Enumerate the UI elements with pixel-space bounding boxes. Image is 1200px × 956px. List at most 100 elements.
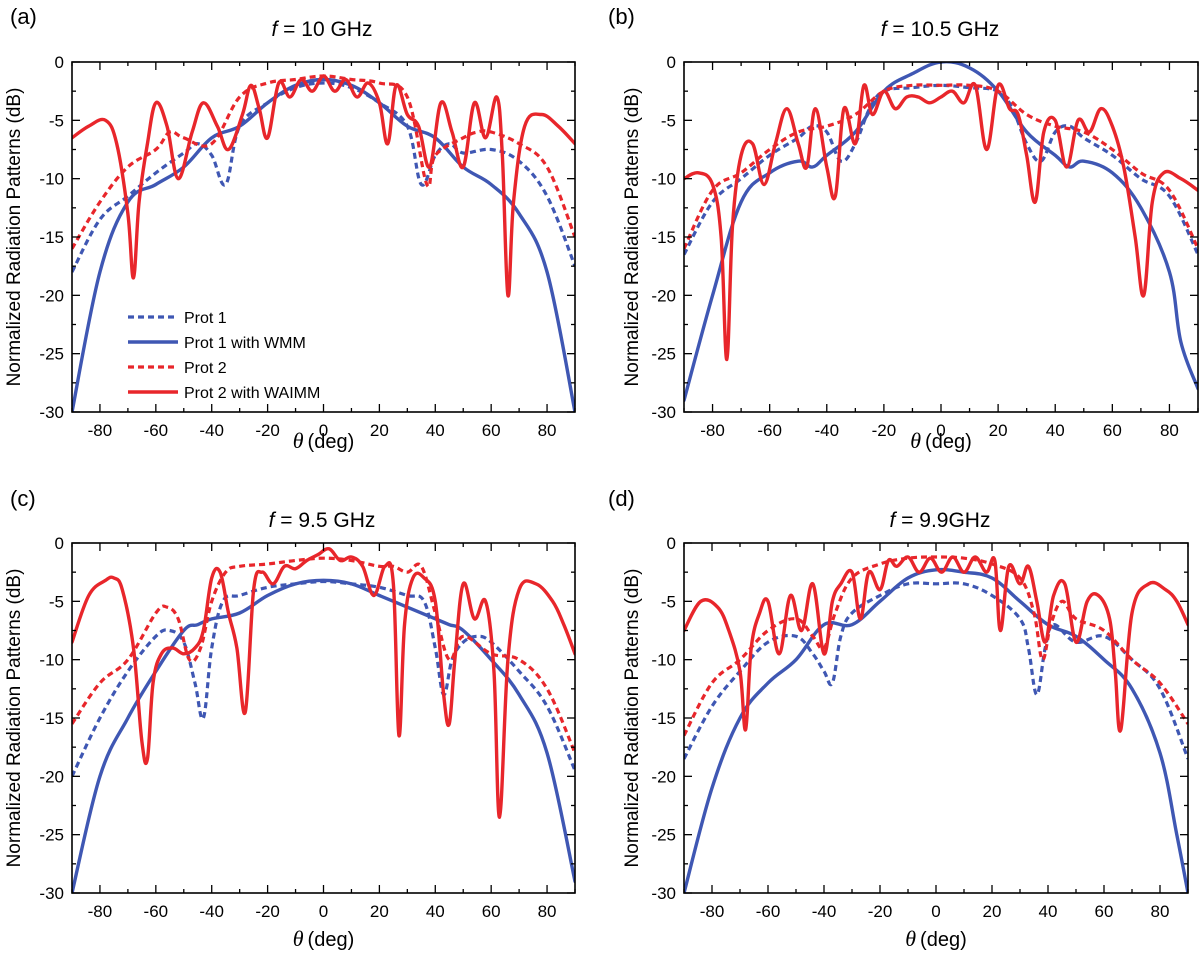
- x-tick-label: -80: [700, 902, 725, 921]
- y-axis-label: Normalized Radiation Patterns (dB): [622, 88, 643, 387]
- chart-title: f = 10.5 GHz: [881, 18, 999, 41]
- x-axis-label: θ (deg): [293, 428, 355, 453]
- x-tick-label: -40: [199, 902, 224, 921]
- y-tick-label: -25: [651, 826, 676, 845]
- y-tick-label: -5: [661, 111, 676, 130]
- series-line-prot-1: [684, 83, 1198, 256]
- chart-title: f = 9.9GHz: [890, 509, 991, 532]
- chart-title: f = 10 GHz: [272, 18, 373, 41]
- legend: Prot 1 Prot 1 with WMM Prot 2 Prot 2 with W…: [128, 310, 320, 402]
- y-axis-label: Normalized Radiation Patterns (dB): [622, 569, 643, 868]
- x-tick-label: -20: [255, 902, 280, 921]
- x-tick-label: 80: [1151, 902, 1170, 921]
- y-tick-label: 0: [667, 534, 676, 553]
- y-tick-label: -15: [651, 228, 676, 247]
- x-tick-label: 60: [1103, 421, 1122, 440]
- y-tick-label: -30: [39, 884, 64, 903]
- y-tick-label: -15: [39, 709, 64, 728]
- series-line-prot-2-with-waimm: [684, 555, 1188, 733]
- x-tick-label: -80: [88, 421, 113, 440]
- x-tick-label: 0: [936, 421, 945, 440]
- axes-frame: [71, 542, 576, 894]
- series-line-prot-2: [684, 83, 1198, 250]
- y-tick-label: 0: [667, 53, 676, 72]
- plot-area: [684, 62, 1198, 403]
- legend-entry: Prot 2: [184, 360, 227, 377]
- y-tick-label: -5: [49, 592, 64, 611]
- x-tick-label: -60: [144, 902, 169, 921]
- y-tick-label: -15: [39, 228, 64, 247]
- plot-area: [684, 555, 1188, 893]
- series-line-prot-1-with-wmm: [72, 77, 575, 412]
- x-tick-label: 20: [983, 902, 1002, 921]
- x-axis-label: θ (deg): [910, 428, 972, 453]
- y-axis-label: Normalized Radiation Patterns (dB): [4, 569, 25, 868]
- x-axis-label: θ (deg): [905, 926, 967, 951]
- x-tick-label: -80: [88, 902, 113, 921]
- y-tick-label: -10: [651, 651, 676, 670]
- x-tick-label: -20: [872, 421, 897, 440]
- series-line-prot-1-with-wmm: [684, 62, 1198, 403]
- x-tick-label: -60: [756, 902, 781, 921]
- panel-label: (b): [608, 4, 635, 29]
- legend-entry: Prot 1 with WMM: [184, 335, 306, 352]
- series-line-prot-2-with-waimm: [72, 74, 575, 298]
- x-tick-label: -20: [868, 902, 893, 921]
- y-tick-label: -10: [39, 170, 64, 189]
- y-tick-label: -20: [651, 286, 676, 305]
- panel-label: (d): [608, 486, 635, 511]
- y-tick-label: -10: [651, 170, 676, 189]
- y-tick-label: -20: [651, 767, 676, 786]
- x-tick-label: -60: [144, 421, 169, 440]
- y-tick-label: -15: [651, 709, 676, 728]
- series-line-prot-1: [72, 81, 575, 273]
- legend-entry: Prot 1: [184, 310, 227, 327]
- axes-frame: [683, 542, 1189, 894]
- plot-area: [72, 74, 575, 412]
- chart-panel-d: -80 -60 -40 -20 0 20 40 60 80 0 -5 -10 -15 -20 -25 -30 N…: [608, 486, 1189, 951]
- series-line-prot-1: [684, 581, 1188, 760]
- x-tick-label: 80: [538, 902, 557, 921]
- y-tick-label: -30: [39, 403, 64, 422]
- x-tick-label: 80: [538, 421, 557, 440]
- x-tick-label: 80: [1160, 421, 1179, 440]
- chart-panel-c: -80 -60 -40 -20 0 20 40 60 80 0 -5 -10 -15 -20 -25 -30 N…: [4, 486, 576, 951]
- x-tick-label: 60: [482, 902, 501, 921]
- y-tick-label: -25: [651, 345, 676, 364]
- series-line-prot-2-with-waimm: [72, 547, 575, 819]
- panel-label: (a): [10, 4, 37, 29]
- x-tick-label: 0: [319, 902, 328, 921]
- y-tick-label: -5: [661, 592, 676, 611]
- chart-panel-b: -80 -60 -40 -20 0 20 40 60 80 0 -5 -10 -15 -20 -25 -30 N…: [608, 4, 1199, 453]
- legend-entry: Prot 2 with WAIMM: [184, 385, 320, 402]
- x-tick-label: -40: [812, 902, 837, 921]
- y-tick-label: -25: [39, 826, 64, 845]
- y-tick-label: -20: [39, 767, 64, 786]
- x-tick-label: -40: [199, 421, 224, 440]
- series-line-prot-1-with-wmm: [684, 567, 1188, 893]
- y-tick-label: -30: [651, 884, 676, 903]
- chart-panel-a: -80 -60 -40 -20 0 20 40 60 80 0 -5 -10 -15 -20 -25 -30 N…: [4, 4, 576, 453]
- x-tick-label: 20: [370, 421, 389, 440]
- y-axis-label: Normalized Radiation Patterns (dB): [4, 88, 25, 387]
- x-tick-label: -80: [700, 421, 725, 440]
- x-tick-label: 40: [426, 421, 445, 440]
- y-tick-label: -30: [651, 403, 676, 422]
- x-tick-label: 60: [1095, 902, 1114, 921]
- y-tick-label: -5: [49, 111, 64, 130]
- plot-area: [72, 547, 575, 893]
- x-tick-label: -40: [814, 421, 839, 440]
- x-tick-label: -20: [255, 421, 280, 440]
- x-tick-label: 0: [319, 421, 328, 440]
- x-tick-label: 60: [482, 421, 501, 440]
- x-tick-label: 20: [989, 421, 1008, 440]
- x-tick-label: 40: [1046, 421, 1065, 440]
- y-tick-label: 0: [55, 534, 64, 553]
- panel-label: (c): [10, 486, 36, 511]
- y-tick-label: -25: [39, 345, 64, 364]
- x-tick-label: 40: [1039, 902, 1058, 921]
- series-line-prot-2: [684, 555, 1188, 737]
- y-tick-label: -10: [39, 651, 64, 670]
